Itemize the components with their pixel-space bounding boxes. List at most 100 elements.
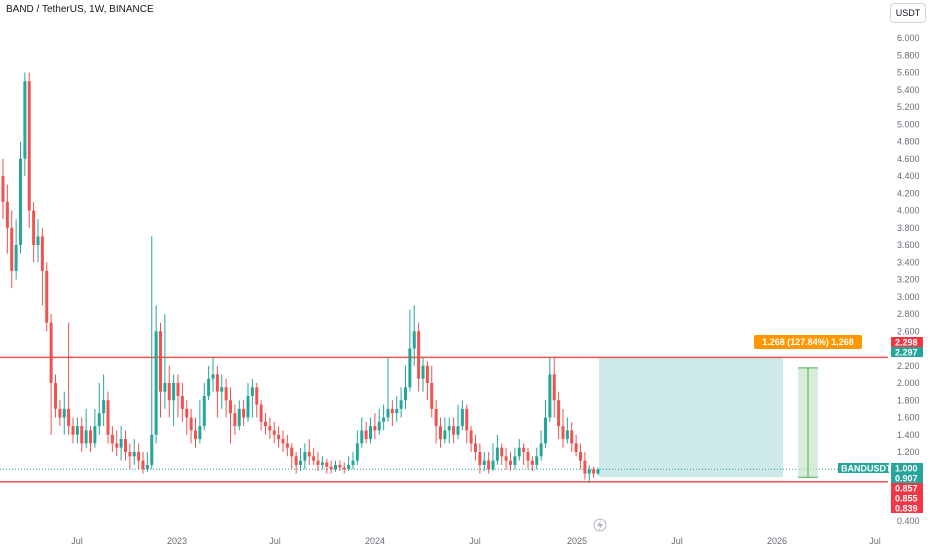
currency-button[interactable]: USDT: [890, 3, 926, 23]
candle-body: [19, 158, 22, 245]
candle-body: [478, 452, 482, 465]
candle-body: [272, 430, 276, 435]
candle-body: [255, 387, 259, 405]
x-tick-label: 2024: [365, 536, 385, 546]
candle-body: [399, 400, 403, 409]
candle-body: [565, 430, 569, 440]
price-tag-label: 0.857: [895, 484, 918, 494]
y-tick-label: 1.400: [897, 430, 920, 440]
y-tick-label: 0.400: [897, 516, 920, 526]
candle-body: [49, 322, 53, 383]
candle-body: [390, 408, 394, 414]
candle-body: [500, 447, 504, 457]
candle-body: [561, 426, 565, 440]
price-tag: [891, 463, 923, 473]
candle-body: [229, 400, 232, 414]
candle-body: [27, 81, 31, 211]
y-tick-label: 3.800: [897, 223, 920, 233]
candle-body: [194, 430, 197, 440]
candle-body: [404, 387, 407, 401]
candle-body: [299, 460, 302, 465]
candle-body: [67, 408, 71, 427]
candle-body: [495, 447, 499, 461]
candle-body: [281, 439, 285, 444]
candle-body: [5, 201, 9, 228]
measure-tool[interactable]: 1.268 (127.84%) 1,268: [754, 335, 862, 478]
candle-body: [570, 430, 574, 444]
candle-body: [202, 395, 206, 427]
x-axis: Jul 2023 Jul 2024 Jul 2025 Jul 2026 Jul: [71, 536, 881, 546]
candle-body: [334, 464, 337, 470]
x-tick-label: Jul: [71, 536, 83, 546]
candle-body: [395, 408, 399, 414]
y-tick-label: 4.600: [897, 154, 920, 164]
target-zone: [599, 357, 783, 478]
candle-body: [312, 456, 316, 461]
measure-label-bg: [754, 335, 862, 349]
candle-body: [583, 460, 587, 474]
price-tag: [891, 337, 923, 347]
x-tick-label: 2026: [767, 536, 787, 546]
candle-body: [351, 460, 355, 465]
candle-body: [369, 426, 372, 440]
candle-body: [268, 426, 272, 431]
y-tick-label: 5.800: [897, 50, 920, 60]
x-tick-label: 2023: [167, 536, 187, 546]
candle-body: [386, 408, 390, 418]
candle-body: [430, 383, 434, 409]
candle-body: [456, 426, 460, 435]
candle-body: [220, 387, 224, 392]
candle-body: [552, 374, 556, 401]
candle-body: [172, 383, 176, 401]
candle-body: [207, 378, 211, 396]
candle-body: [425, 365, 429, 383]
candle-body: [526, 452, 530, 461]
candle-body: [106, 400, 110, 435]
candle-body: [491, 460, 495, 470]
price-tag: [891, 473, 923, 483]
candle-body: [137, 452, 141, 461]
candle-body: [10, 227, 14, 271]
candle-body: [185, 408, 189, 418]
candle-body: [548, 374, 552, 418]
candle-body: [176, 383, 180, 396]
price-tag: [891, 483, 923, 493]
candle-body: [373, 426, 377, 431]
candle-body: [596, 469, 600, 474]
candle-body: [150, 434, 154, 465]
candle-body: [167, 383, 171, 401]
y-tick-label: 1.800: [897, 395, 920, 405]
y-tick-label: 4.400: [897, 171, 920, 181]
candle-body: [320, 462, 324, 465]
candle-body: [592, 469, 596, 474]
candle-body: [215, 374, 219, 392]
candle-body: [574, 443, 578, 452]
candle-body: [132, 452, 136, 457]
candle-body: [45, 270, 49, 323]
y-tick-label: 3.000: [897, 292, 920, 302]
price-tag: [891, 493, 923, 503]
candle-body: [58, 408, 62, 418]
lightning-icon[interactable]: [593, 518, 607, 532]
y-tick-label: 5.400: [897, 85, 920, 95]
candle-body: [474, 443, 477, 452]
candle-body: [32, 210, 36, 245]
y-tick-label: 5.200: [897, 102, 920, 112]
candle-body: [535, 456, 539, 465]
y-tick-label: 5.000: [897, 119, 920, 129]
candle-body: [347, 464, 351, 470]
candle-body: [539, 443, 543, 457]
candle-body: [290, 447, 294, 457]
candle-body: [110, 434, 114, 444]
candle-body: [163, 383, 167, 392]
candle-body: [250, 387, 254, 396]
price-tag-label: 2.297: [895, 348, 918, 358]
candle-body: [316, 460, 320, 465]
candle-body: [145, 464, 149, 470]
candle-body: [377, 421, 381, 431]
y-tick-label: 3.400: [897, 257, 920, 267]
candle-body: [557, 400, 561, 427]
candle-body: [460, 408, 464, 427]
candle-body: [487, 460, 491, 470]
